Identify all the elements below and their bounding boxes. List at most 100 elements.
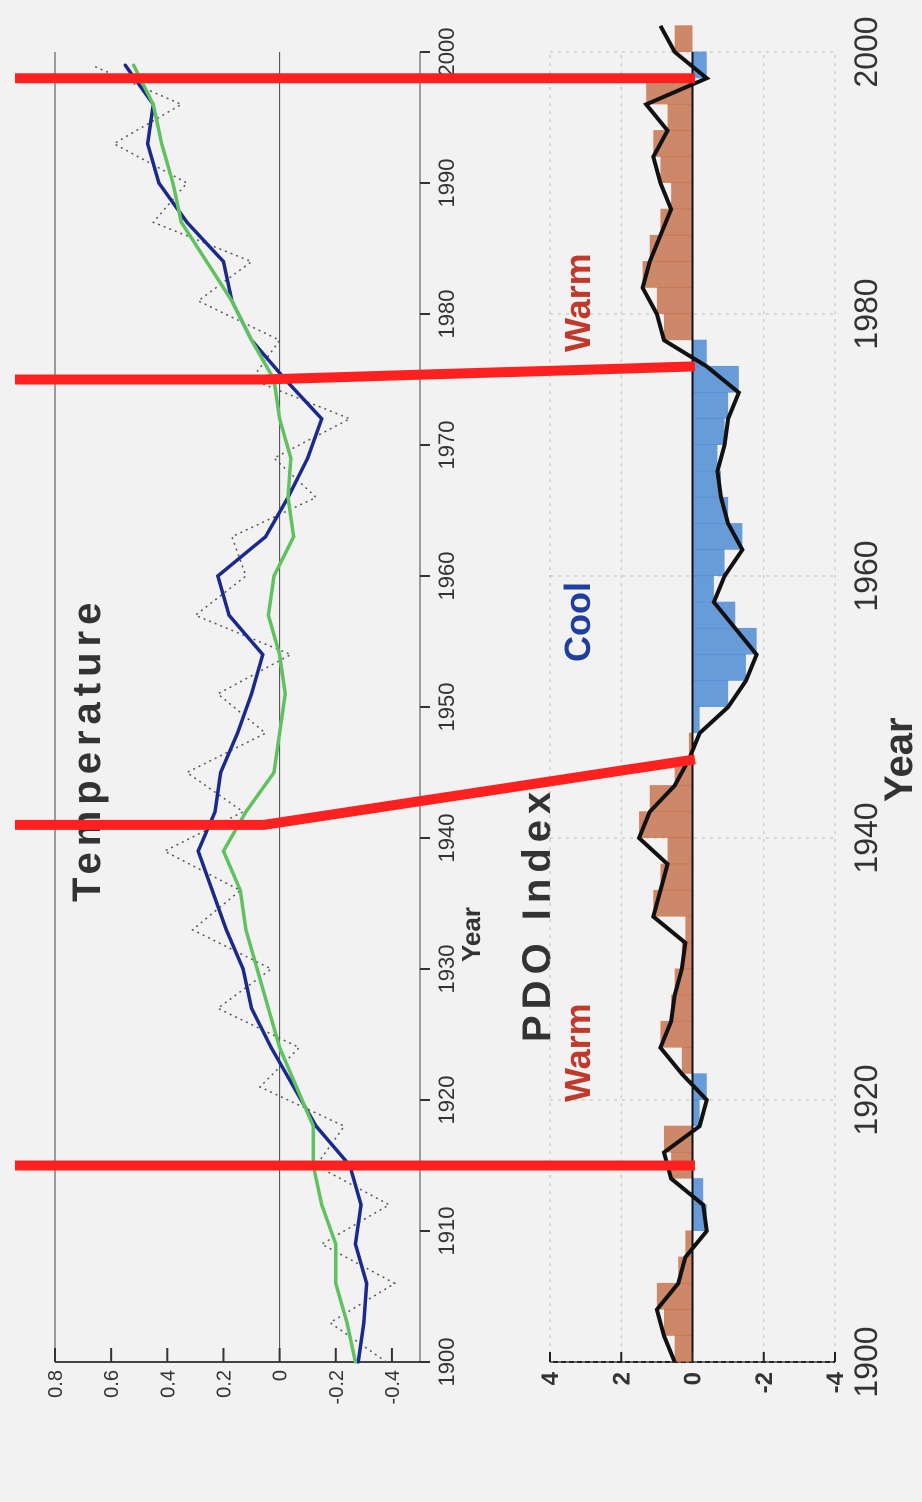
temp-data-point xyxy=(292,535,296,539)
temp-data-point xyxy=(278,652,282,657)
temp-data-point xyxy=(210,888,214,892)
temp-data-point xyxy=(353,1360,358,1364)
temp-data-point xyxy=(160,142,164,146)
temp-x-tick-label: 1900 xyxy=(434,1338,459,1387)
temp-x-tick-label: 1910 xyxy=(434,1207,459,1256)
pdo-area-bar xyxy=(656,287,693,314)
temp-data-point xyxy=(241,967,245,971)
pdo-area-bar xyxy=(692,496,729,524)
temp-y-tick-label: -0.4 xyxy=(382,1370,404,1404)
temp-series-line xyxy=(123,64,369,1363)
temperature-panel: Temperature 0.8 0.6 0.4 0.2 0 -0.2 -0.4 1900 19… xyxy=(45,28,486,1405)
temp-x-tick-label: 1960 xyxy=(434,552,459,601)
temp-data-point xyxy=(230,299,234,303)
pdo-title: PDO Index xyxy=(515,786,559,1042)
temp-data-point xyxy=(219,770,223,775)
regime-shift-lines xyxy=(15,73,696,1171)
temp-data-point xyxy=(359,1203,363,1207)
pdo-area-bar xyxy=(681,1047,693,1074)
temp-data-point xyxy=(311,1124,315,1128)
pdo-area-bar xyxy=(649,785,693,812)
temp-data-point xyxy=(185,220,189,224)
temp-x-tick-label: 1920 xyxy=(434,1076,459,1125)
temp-data-point xyxy=(334,1281,338,1285)
temperature-x-axis-label: Year xyxy=(456,907,486,962)
pdo-x-tick-label: 1900 xyxy=(848,1326,884,1397)
temp-data-point xyxy=(289,456,293,460)
temp-x-tick-label: 1930 xyxy=(434,945,459,994)
temp-data-point xyxy=(123,63,127,67)
temp-data-point xyxy=(269,1046,273,1050)
temp-data-point xyxy=(294,1085,299,1089)
pdo-y-tick-label: -4 xyxy=(822,1371,849,1393)
regime-shift-line xyxy=(15,361,696,385)
pdo-series xyxy=(636,24,759,1363)
pdo-area-bar xyxy=(660,156,693,183)
temp-y-tick-label: 0.6 xyxy=(101,1370,123,1398)
temp-data-point xyxy=(213,810,217,814)
pdo-area-bar xyxy=(692,680,729,707)
pdo-x-tick-label: 1940 xyxy=(848,802,884,873)
regime-shift-line xyxy=(15,754,696,830)
temp-data-point xyxy=(286,495,290,499)
temp-x-tick-label: 1940 xyxy=(434,814,459,863)
temp-data-point xyxy=(306,456,310,460)
pdo-x-tick-label: 1960 xyxy=(848,540,884,611)
pdo-area-bar xyxy=(653,889,693,917)
temp-y-tick-label: 0.4 xyxy=(157,1370,179,1398)
pdo-x-tick-label: 2000 xyxy=(848,16,884,87)
temp-data-point xyxy=(244,810,248,814)
temp-y-tick-label: 0.8 xyxy=(45,1370,67,1398)
pdo-area-bar xyxy=(692,601,736,629)
temp-data-point xyxy=(151,102,155,106)
temp-data-point xyxy=(235,731,240,735)
temp-data-point xyxy=(249,692,254,696)
temp-data-point xyxy=(205,259,209,264)
temperature-series xyxy=(91,63,397,1364)
pdo-area-bar xyxy=(692,418,725,445)
pdo-area-bar xyxy=(664,1309,693,1336)
pdo-area-bar xyxy=(692,654,746,681)
cool-annotation: Cool xyxy=(557,582,598,662)
pdo-area-bar xyxy=(667,837,693,865)
pdo-area-bar xyxy=(692,365,739,393)
pdo-area-bar xyxy=(642,261,693,288)
temp-data-point xyxy=(314,1124,318,1128)
temp-data-point xyxy=(263,535,268,539)
temp-data-point xyxy=(179,220,183,224)
pdo-index-line xyxy=(636,24,759,1363)
pdo-x-ticks: 1900 1920 1940 1960 1980 2000 xyxy=(848,16,884,1397)
temp-data-point xyxy=(320,417,324,421)
pdo-x-axis-label: Year xyxy=(877,717,921,802)
warm-annotation-early: Warm xyxy=(557,1003,598,1102)
temp-data-point xyxy=(356,1360,360,1364)
pdo-area-bar xyxy=(692,1099,700,1127)
temp-x-tick-label: 1980 xyxy=(434,290,459,339)
temp-annual-dotted-trace xyxy=(91,64,397,1363)
temp-x-tick-label: 1950 xyxy=(434,683,459,732)
temp-data-point xyxy=(283,692,287,696)
temperature-title: Temperature xyxy=(65,597,109,902)
temp-data-point xyxy=(278,1046,282,1050)
pdo-area-bar xyxy=(639,811,693,838)
temp-data-point xyxy=(353,1242,358,1246)
pdo-area-bar xyxy=(674,25,693,52)
temp-data-point xyxy=(278,731,282,735)
temp-data-point xyxy=(365,1281,369,1285)
temp-y-tick-label: 0.2 xyxy=(213,1370,235,1398)
pdo-area-bar xyxy=(667,103,693,131)
temp-y-tick-label: 0 xyxy=(270,1370,292,1381)
temp-data-point xyxy=(238,888,242,892)
temp-data-point xyxy=(224,928,228,932)
temp-data-point xyxy=(266,613,270,617)
pdo-area-bar xyxy=(685,916,693,943)
temp-y-tick-label: -0.2 xyxy=(326,1370,348,1404)
temp-data-point xyxy=(272,770,276,775)
temperature-x-ticks: 1900 1910 1920 1930 1940 1950 1960 1970 1980 1990… xyxy=(420,28,459,1387)
temperature-y-ticks: 0.8 0.6 0.4 0.2 0 -0.2 -0.4 xyxy=(45,1348,404,1404)
temp-data-point xyxy=(244,928,248,932)
temp-data-point xyxy=(345,1321,349,1325)
